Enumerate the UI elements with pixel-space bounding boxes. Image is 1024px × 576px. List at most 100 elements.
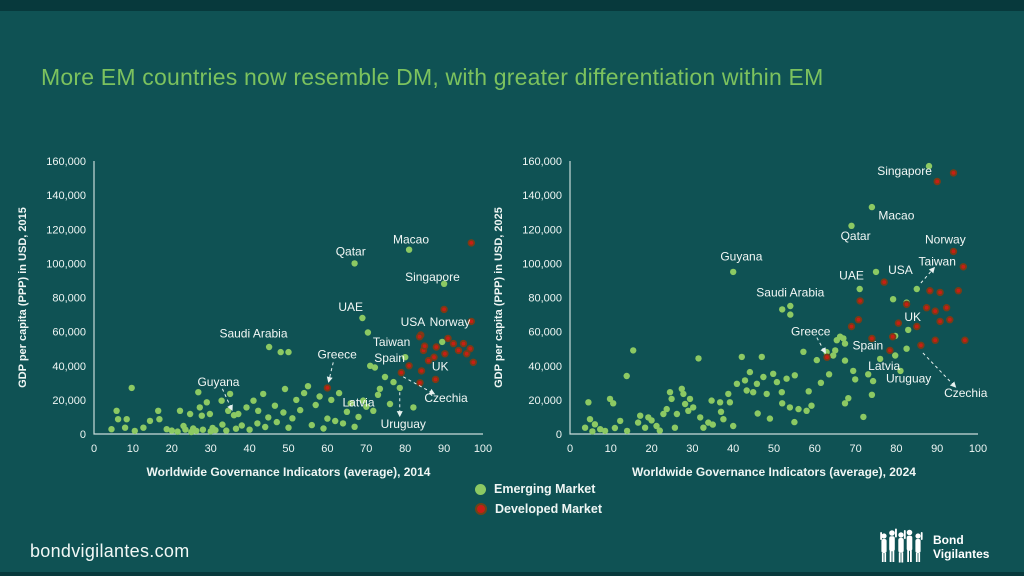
scatter-point-developed xyxy=(922,303,931,312)
scatter-point-emerging xyxy=(738,353,745,361)
scatter-point-developed xyxy=(868,334,876,343)
scatter-point-emerging xyxy=(289,415,296,422)
scatter-point-emerging xyxy=(813,356,820,364)
scatter-point-emerging xyxy=(246,426,253,433)
scatter-point-emerging xyxy=(611,424,619,432)
scatter-point-developed xyxy=(880,278,888,286)
scatter-point-emerging xyxy=(641,424,649,431)
scatter-point-emerging xyxy=(800,348,807,355)
scatter-point-emerging xyxy=(868,203,876,211)
scatter-point-developed xyxy=(467,239,475,247)
scatter-point-emerging xyxy=(364,329,372,336)
annotation-arrow xyxy=(326,362,334,383)
country-label: Latvia xyxy=(868,359,900,373)
scatter-point-emerging xyxy=(402,354,409,361)
country-label: USA xyxy=(401,315,426,329)
scatter-point-emerging xyxy=(339,420,347,427)
x-tick-label: 0 xyxy=(567,443,573,455)
country-label: Saudi Arabia xyxy=(756,285,824,299)
x-tick-label: 40 xyxy=(243,443,255,455)
x-tick-label: 30 xyxy=(686,443,698,455)
scatter-point-emerging xyxy=(273,418,280,426)
country-label: Singapore xyxy=(877,164,932,178)
scatter-point-developed xyxy=(405,362,413,370)
scatter-point-developed xyxy=(856,297,864,305)
scatter-point-emerging xyxy=(868,391,876,398)
scatter-point-emerging xyxy=(332,417,339,425)
scatter-point-emerging xyxy=(198,412,205,419)
scatter-point-emerging xyxy=(363,403,370,410)
scatter-point-emerging xyxy=(653,422,660,430)
scatter-point-emerging xyxy=(260,390,267,398)
y-axis-title: GDP per capita (PPP) in USD, 2025 xyxy=(493,207,505,388)
x-axis-title: Worldwide Governance Indicators (average… xyxy=(632,465,916,479)
scatter-point-developed xyxy=(961,336,969,344)
scatter-point-emerging xyxy=(786,404,794,411)
scatter-point-emerging xyxy=(700,424,707,431)
scatter-point-emerging xyxy=(586,416,594,423)
chart-2014-canvas: 0 20,000 40,000 60,000 80,000 100,000 120,000 1… xyxy=(17,156,492,479)
scatter-point-emerging xyxy=(123,416,130,423)
scatter-chart-2024: 0 20,000 40,000 60,000 80,000 100,000 120,000 1… xyxy=(488,140,1024,485)
scatter-point-emerging xyxy=(320,425,327,432)
scatter-point-emerging xyxy=(860,413,867,421)
country-label: UK xyxy=(904,310,921,324)
country-label: Latvia xyxy=(343,395,375,409)
scatter-point-developed xyxy=(889,332,897,341)
scatter-point-developed xyxy=(430,353,438,361)
scatter-point-emerging xyxy=(690,404,697,411)
scatter-point-emerging xyxy=(695,355,702,362)
scatter-point-emerging xyxy=(648,417,655,424)
scatter-point-developed xyxy=(469,358,477,366)
country-label: Macao xyxy=(393,232,429,246)
scatter-point-developed xyxy=(949,247,958,256)
scatter-point-emerging xyxy=(113,407,120,414)
x-tick-label: 90 xyxy=(438,443,450,455)
scatter-point-emerging xyxy=(324,415,331,422)
y-tick-label: 40,000 xyxy=(52,361,86,373)
scatter-point-emerging xyxy=(243,404,250,411)
country-label: Taiwan xyxy=(919,255,956,269)
x-tick-label: 20 xyxy=(645,443,657,455)
scatter-point-emerging xyxy=(176,407,184,414)
x-tick-label: 50 xyxy=(282,443,294,455)
scatter-point-emerging xyxy=(238,422,245,429)
scatter-point-emerging xyxy=(892,352,899,359)
annotation-arrow xyxy=(221,388,233,412)
scatter-point-emerging xyxy=(730,422,737,430)
scatter-point-emerging xyxy=(128,384,135,392)
scatter-point-emerging xyxy=(754,410,761,417)
legend-label-developed: Developed Market xyxy=(495,502,602,516)
scatter-point-emerging xyxy=(623,372,630,380)
scatter-point-developed xyxy=(415,332,424,341)
scatter-point-emerging xyxy=(795,405,802,413)
scatter-point-emerging xyxy=(841,400,849,407)
scatter-point-emerging xyxy=(359,314,366,322)
scatter-point-emerging xyxy=(716,399,724,406)
scatter-point-emerging xyxy=(663,405,670,413)
scatter-point-emerging xyxy=(182,426,189,433)
scatter-point-emerging xyxy=(219,421,226,428)
emerging-market-dot-icon xyxy=(475,483,486,495)
scatter-point-emerging xyxy=(741,377,749,384)
scatter-point-emerging xyxy=(396,384,403,392)
developed-market-dot-icon xyxy=(475,503,487,515)
scatter-point-emerging xyxy=(634,419,642,426)
scatter-point-emerging xyxy=(146,417,154,425)
axis-lines xyxy=(569,161,978,435)
scatter-point-emerging xyxy=(297,406,304,414)
scatter-point-emerging xyxy=(218,397,225,404)
scatter-point-developed xyxy=(466,344,474,353)
scatter-point-developed xyxy=(931,336,939,344)
scatter-point-emerging xyxy=(753,380,761,387)
x-tick-label: 40 xyxy=(727,443,739,455)
scatter-point-developed xyxy=(417,367,426,375)
x-tick-label: 90 xyxy=(931,443,943,455)
scatter-point-emerging xyxy=(841,340,849,347)
scatter-point-developed xyxy=(467,317,475,326)
scatter-point-emerging xyxy=(697,414,704,421)
scatter-point-emerging xyxy=(660,410,667,418)
country-label: UK xyxy=(432,360,449,374)
scatter-point-developed xyxy=(420,342,429,350)
scatter-point-emerging xyxy=(235,410,242,418)
